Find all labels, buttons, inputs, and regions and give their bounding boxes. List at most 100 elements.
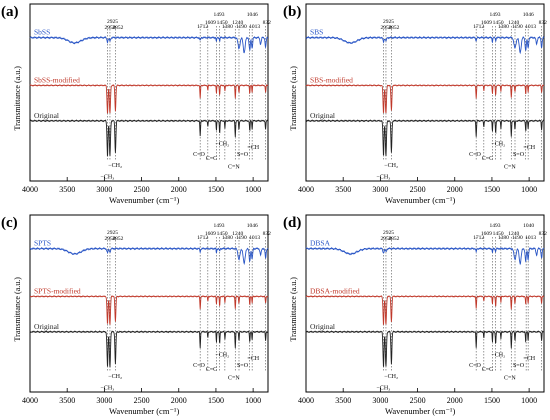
x-tick-label: 2500 xyxy=(134,185,150,194)
series-name: Original xyxy=(34,111,59,120)
x-tick-label: 3500 xyxy=(335,185,351,194)
plot-frame xyxy=(29,214,269,393)
band-label: =CH xyxy=(523,356,535,362)
panel-letter: (b) xyxy=(283,4,301,20)
plot-frame xyxy=(305,3,545,182)
band-label: C=C xyxy=(206,367,217,373)
band-label: −CH₂ xyxy=(215,353,229,359)
peak-label: 1013 xyxy=(249,235,260,241)
peak-label: 2852 xyxy=(388,25,399,31)
peak-label: 1493 xyxy=(489,12,500,18)
x-axis-label: Wavenumber (cm⁻¹) xyxy=(109,195,179,205)
series-name: DBSA xyxy=(310,239,331,248)
band-label: C=C xyxy=(206,156,217,162)
panel-letter: (c) xyxy=(1,215,18,231)
band-label: =CH xyxy=(247,145,259,151)
band-label: −CH₂ xyxy=(491,142,505,148)
series-name: SPTS-modified xyxy=(34,286,81,295)
plot-frame xyxy=(305,214,545,393)
x-tick-label: 2500 xyxy=(410,185,426,194)
peak-label: 1450 xyxy=(493,231,504,237)
peak-label: 1190 xyxy=(512,235,523,241)
x-tick-label: 1000 xyxy=(245,185,261,194)
peak-label: 1609 xyxy=(205,20,216,26)
band-label: C=O xyxy=(469,363,481,369)
series-name: SPTS xyxy=(34,239,51,248)
peak-label: 832 xyxy=(539,231,548,237)
peak-label: 2925 xyxy=(383,230,394,236)
x-tick-label: 3500 xyxy=(335,396,351,405)
peak-label: 2958 xyxy=(104,236,115,242)
series-line-original xyxy=(305,119,545,157)
band-label: =CH xyxy=(247,356,259,362)
x-tick-label: 1500 xyxy=(484,185,500,194)
band-label: S=O xyxy=(237,152,249,158)
band-label: −CH₂ xyxy=(108,374,122,380)
series-name: Original xyxy=(310,111,335,120)
series-line-acid xyxy=(29,246,269,266)
x-tick-label: 4000 xyxy=(298,185,314,194)
peak-label: 1190 xyxy=(512,24,523,30)
peak-label: 1380 xyxy=(498,24,509,30)
series-name: SbSS-modified xyxy=(34,75,80,84)
peak-label: 1450 xyxy=(217,231,228,237)
y-axis-label: Transmittance (a.u.) xyxy=(289,277,298,342)
peak-label: 2852 xyxy=(112,25,123,31)
peak-label: 1240 xyxy=(232,231,243,237)
y-axis-label: Transmittance (a.u.) xyxy=(13,277,22,342)
band-label: −CH₃ xyxy=(100,385,114,391)
x-axis-label: Wavenumber (cm⁻¹) xyxy=(385,195,455,205)
series-line-modified xyxy=(305,84,545,114)
band-label: C=C xyxy=(482,156,493,162)
band-label: −CH₂ xyxy=(491,353,505,359)
band-label: −CH₃ xyxy=(376,385,390,391)
series-name: SBS-modified xyxy=(310,75,353,84)
band-label: C=N xyxy=(504,165,516,171)
x-tick-label: 1000 xyxy=(521,185,537,194)
band-label: S=O xyxy=(237,363,249,369)
peak-label: 1493 xyxy=(213,223,224,229)
peak-label: 1013 xyxy=(525,235,536,241)
peak-label: 1450 xyxy=(217,20,228,26)
peak-label: 1190 xyxy=(236,235,247,241)
x-tick-label: 1500 xyxy=(208,396,224,405)
peak-label: 1013 xyxy=(249,24,260,30)
peak-label: 1380 xyxy=(222,235,233,241)
plot-frame xyxy=(29,3,269,182)
band-label: C=O xyxy=(469,152,481,158)
peak-label: 1013 xyxy=(525,24,536,30)
x-tick-label: 3500 xyxy=(59,396,75,405)
band-label: C=N xyxy=(504,376,516,382)
band-label: −CH₃ xyxy=(376,174,390,180)
peak-label: 1046 xyxy=(247,223,258,229)
series-line-modified xyxy=(30,295,269,325)
peak-label: 2925 xyxy=(107,230,118,236)
peak-label: 1712 xyxy=(473,235,484,241)
peak-label: 1240 xyxy=(508,20,519,26)
band-label: C=O xyxy=(193,363,205,369)
x-tick-label: 2000 xyxy=(447,185,463,194)
series-name: Original xyxy=(34,322,59,331)
peak-label: 1712 xyxy=(473,24,484,30)
x-tick-label: 1000 xyxy=(521,396,537,405)
band-label: S=O xyxy=(513,152,525,158)
band-label: C=N xyxy=(228,376,240,382)
peak-label: 2958 xyxy=(380,236,391,242)
peak-label: 2852 xyxy=(112,236,123,242)
peak-label: 2958 xyxy=(380,25,391,31)
peak-label: 2925 xyxy=(383,19,394,25)
peak-label: 1040 xyxy=(523,223,534,229)
band-label: −CH₂ xyxy=(384,374,398,380)
peak-label: 832 xyxy=(539,20,548,26)
peak-label: 1609 xyxy=(481,20,492,26)
series-name: SbSS xyxy=(34,28,50,37)
x-tick-label: 1500 xyxy=(208,185,224,194)
series-line-acid xyxy=(305,35,545,55)
series-line-original xyxy=(29,119,269,157)
x-tick-label: 4000 xyxy=(22,185,38,194)
